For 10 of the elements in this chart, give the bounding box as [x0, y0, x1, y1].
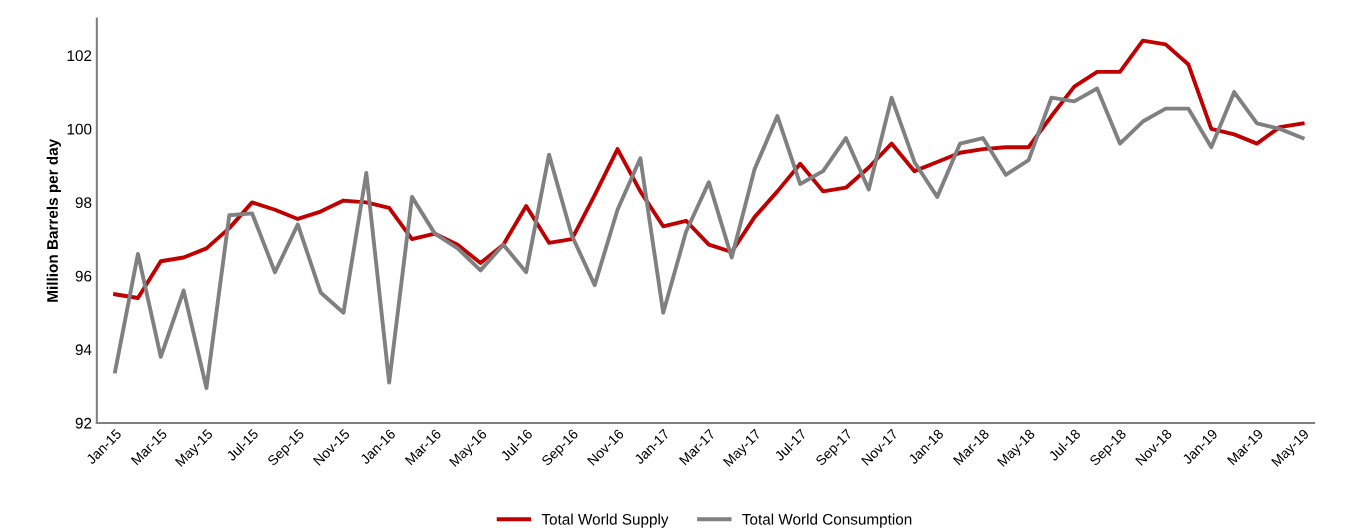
y-tick-label: 98	[75, 197, 92, 209]
y-tick-label: 96	[75, 270, 92, 282]
y-tick-label: 102	[67, 50, 92, 62]
y-tick-label: 100	[67, 123, 92, 135]
y-tick-label: 92	[75, 417, 92, 429]
y-axis-title: Million Barrels per day	[46, 138, 61, 302]
legend-label: Total World Consumption	[742, 513, 912, 528]
legend-label: Total World Supply	[541, 513, 669, 528]
line-series	[113, 86, 1305, 390]
y-tick-label: 94	[75, 344, 92, 356]
